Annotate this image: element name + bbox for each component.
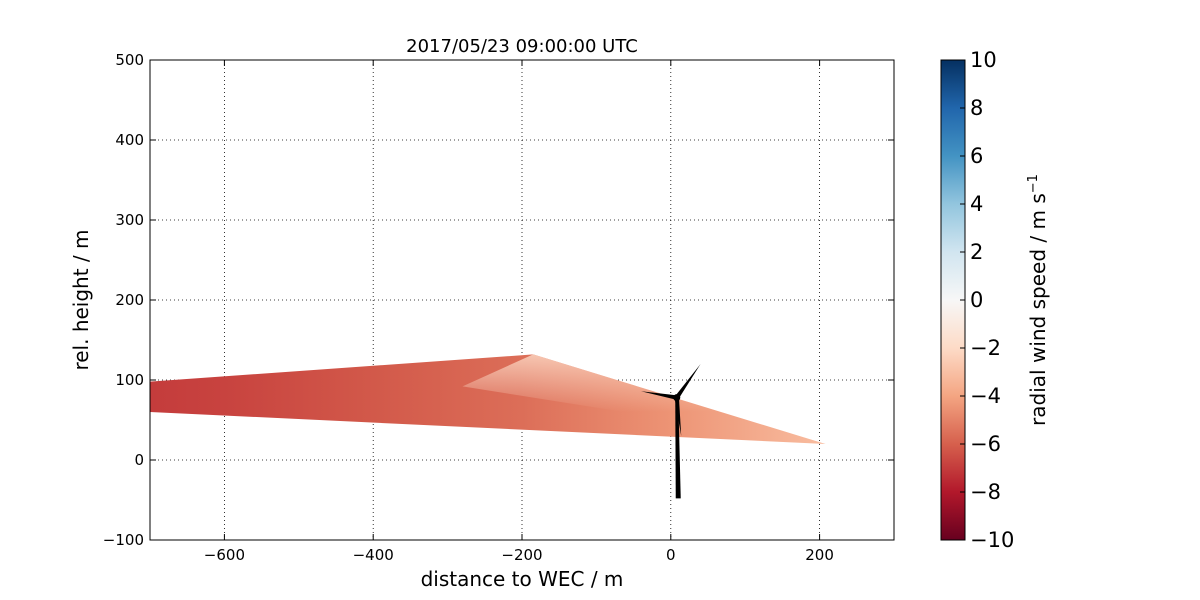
colorbar-tick-label: 0 [970, 288, 983, 312]
colorbar-axis: −10 −8 −6 −4 −2 0 2 4 6 8 10 [960, 48, 1014, 552]
turbine-blade [641, 391, 678, 400]
colorbar-tick-label: 2 [970, 240, 983, 264]
colorbar-tick-label: −2 [970, 336, 1001, 360]
y-tick-label: 200 [115, 291, 144, 309]
y-axis: −100 0 100 200 300 400 500 [103, 51, 894, 549]
colorbar-tick-label: −4 [970, 384, 1001, 408]
colorbar-tick-label: 6 [970, 144, 983, 168]
colorbar-tick-label: 8 [970, 96, 983, 120]
colorbar-tick-label: −10 [970, 528, 1014, 552]
x-tick-label: −600 [204, 546, 245, 564]
y-tick-label: 100 [115, 371, 144, 389]
x-axis: −600 −400 −200 0 200 [204, 60, 834, 564]
chart-title: 2017/05/23 09:00:00 UTC [406, 36, 638, 57]
x-axis-title: distance to WEC / m [421, 567, 624, 591]
colorbar-tick-label: 10 [970, 48, 997, 72]
colorbar-tick-label: −8 [970, 480, 1001, 504]
scan-sector [150, 354, 826, 444]
turbine-blade [674, 364, 701, 399]
y-tick-label: 400 [115, 131, 144, 149]
y-tick-label: 0 [134, 451, 144, 469]
x-tick-label: 200 [805, 546, 834, 564]
turbine-blade [674, 397, 682, 436]
x-tick-label: −400 [353, 546, 394, 564]
turbine-hub [673, 394, 681, 402]
colorbar-tick-label: −6 [970, 432, 1001, 456]
wind-turbine [641, 364, 701, 499]
turbine-tower [675, 397, 681, 499]
colorbar-tick-label: 4 [970, 192, 983, 216]
y-tick-label: −100 [103, 531, 144, 549]
y-tick-label: 500 [115, 51, 144, 69]
y-tick-label: 300 [115, 211, 144, 229]
colorbar-title: radial wind speed / m s−1 [1026, 174, 1050, 426]
x-tick-label: −200 [501, 546, 542, 564]
x-tick-label: 0 [666, 546, 676, 564]
y-axis-title: rel. height / m [69, 229, 93, 370]
scan-sector-upper-fade [462, 354, 826, 444]
